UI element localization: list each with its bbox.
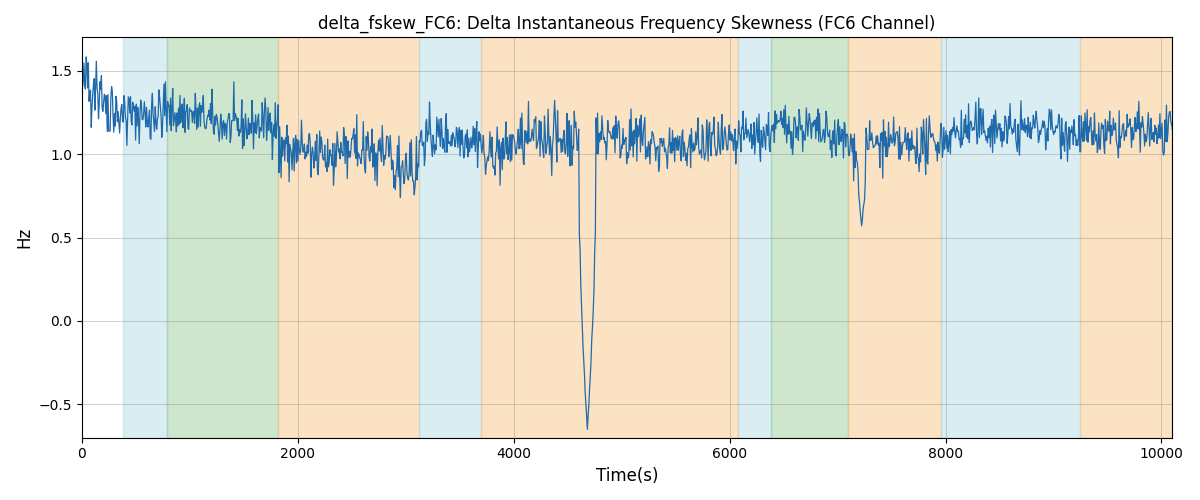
- Bar: [481, 38, 738, 438]
- X-axis label: Time(s): Time(s): [595, 467, 659, 485]
- Bar: [941, 38, 1080, 438]
- Bar: [1080, 38, 1183, 438]
- Bar: [419, 38, 481, 438]
- Title: delta_fskew_FC6: Delta Instantaneous Frequency Skewness (FC6 Channel): delta_fskew_FC6: Delta Instantaneous Fre…: [318, 15, 936, 34]
- Y-axis label: Hz: Hz: [14, 227, 34, 248]
- Bar: [167, 38, 278, 438]
- Bar: [770, 38, 848, 438]
- Bar: [848, 38, 941, 438]
- Bar: [738, 38, 770, 438]
- Bar: [122, 38, 167, 438]
- Bar: [278, 38, 419, 438]
